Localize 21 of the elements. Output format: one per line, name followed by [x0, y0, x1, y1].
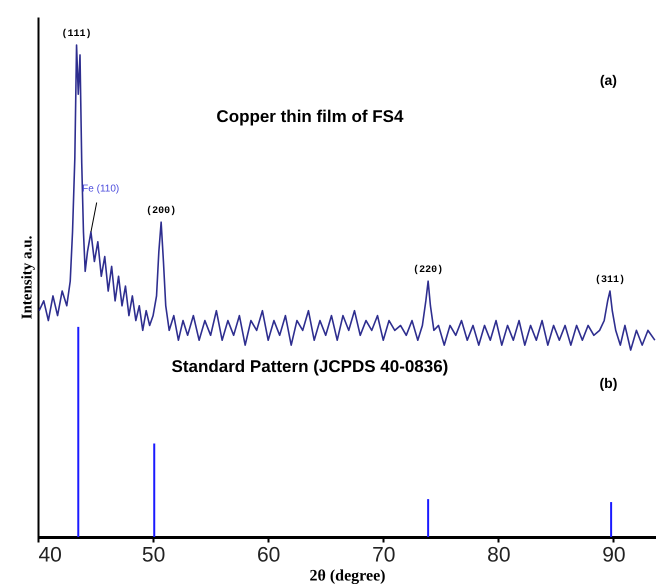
annotation: (111)	[62, 28, 92, 40]
x-tick-label: 80	[487, 544, 511, 566]
annotation: Copper thin film of FS4	[216, 107, 404, 126]
x-tick-label: 70	[372, 544, 396, 566]
bar	[610, 502, 612, 537]
annotation: Standard Pattern (JCPDS 40-0836)	[172, 357, 448, 376]
annotation: (311)	[594, 274, 625, 286]
annotation: (b)	[599, 375, 618, 391]
annotation: Fe (110)	[82, 183, 120, 194]
x-tick-label: 60	[256, 544, 280, 566]
annotation: (220)	[413, 264, 444, 276]
bar	[427, 499, 430, 537]
bar	[77, 326, 80, 537]
x-tick-label: 50	[142, 544, 166, 566]
bar	[153, 444, 156, 537]
annotation: (a)	[600, 72, 617, 88]
x-axis-title: 2θ (degree)	[309, 568, 386, 584]
x-tick-label: 90	[602, 544, 626, 566]
y-axis-title: Intensity a.u.	[20, 235, 36, 320]
annotation: (200)	[146, 205, 176, 218]
x-tick-label: 40	[38, 544, 62, 566]
